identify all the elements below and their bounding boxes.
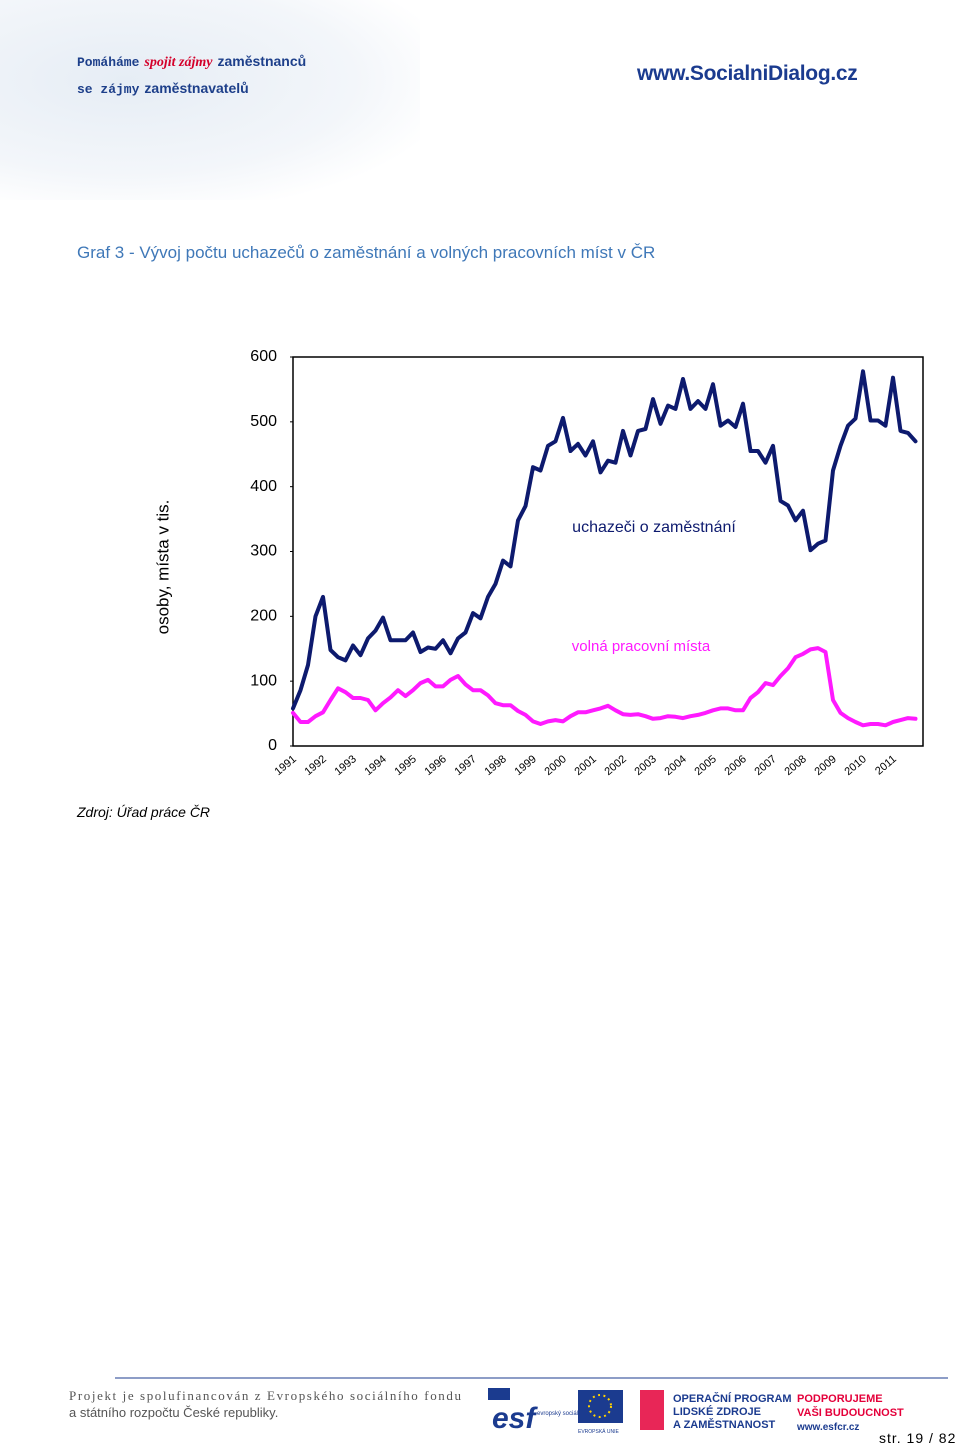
op-logo	[640, 1390, 664, 1430]
x-tick-label: 2003	[632, 753, 658, 778]
x-tick-label: 1992	[302, 753, 328, 778]
x-tick-label: 2001	[572, 753, 598, 778]
footer-graphics: esf evropský sociální fond v ČR EVROPSKÁ…	[115, 1377, 948, 1435]
y-tick-label: 600	[250, 348, 277, 365]
logo-text: LIDSKÉ ZDROJE	[673, 1405, 761, 1418]
footer-text: a státního rozpočtu České republiky.	[69, 1405, 279, 1420]
logo-text: evropský sociální fond v ČR	[537, 1410, 612, 1417]
x-tick-label: 2007	[752, 753, 778, 778]
series-line	[291, 646, 918, 728]
tagline-text: se zájmy	[77, 82, 140, 97]
x-tick-label: 2009	[812, 753, 838, 778]
logo-shape	[488, 1388, 510, 1400]
logo-text: VAŠI BUDOUCNOST	[797, 1406, 904, 1419]
eu-stars	[588, 1394, 612, 1418]
logo-text: OPERAČNÍ PROGRAM	[673, 1392, 792, 1405]
logo-text: A ZAMĚSTNANOST	[673, 1418, 776, 1431]
header-background	[0, 0, 420, 200]
x-tick-label: 2011	[873, 753, 899, 777]
footer-text: Projekt je spolufinancován z Evropského …	[69, 1388, 463, 1403]
logo-text: esf	[492, 1402, 538, 1435]
x-tick-label: 2000	[542, 753, 568, 778]
logo-text: PODPORUJEME	[797, 1393, 883, 1405]
x-tick-label: 2006	[722, 753, 748, 778]
y-axis-label: osoby, místa v tis.	[153, 500, 172, 635]
tagline-text: Pomáháme	[77, 55, 140, 70]
x-tick-label: 2010	[842, 753, 868, 778]
website[interactable]: www.SocialniDialog.cz	[637, 62, 858, 85]
tagline-text: spojit zájmy	[144, 55, 213, 70]
logo-text: www.esfcr.cz	[796, 1422, 859, 1433]
series-label: volná pracovní místa	[571, 638, 711, 655]
x-tick-label: 2008	[782, 753, 808, 778]
tagline: Pomáháme spojit zájmy zaměstnanců	[77, 53, 306, 71]
y-tick-label: 500	[250, 413, 277, 430]
chart-title: Graf 3 - Vývoj počtu uchazečů o zaměstná…	[77, 243, 656, 262]
x-tick-label: 1997	[452, 753, 478, 778]
chart: osoby, místa v tis. 0 100 200 300 400 500 600 1…	[153, 348, 924, 778]
eu-flag	[578, 1390, 623, 1423]
y-tick-label: 0	[268, 737, 277, 754]
series-line	[291, 369, 918, 711]
x-tick-label: 1998	[482, 753, 508, 778]
x-tick-label: 1994	[362, 753, 388, 778]
x-tick-label: 1991	[272, 753, 298, 778]
y-tick-label: 100	[250, 672, 277, 689]
page-number: str. 19 / 82	[879, 1430, 957, 1446]
tagline-text: zaměstnavatelů	[144, 80, 249, 96]
y-tick-label: 300	[250, 543, 277, 560]
source: Zdroj: Úřad práce ČR	[77, 804, 211, 820]
x-tick-label: 1996	[422, 753, 448, 778]
y-tick-label: 200	[250, 608, 277, 625]
x-tick-label: 2005	[692, 753, 718, 778]
tagline-text: zaměstnanců	[217, 53, 307, 69]
logo-text: EVROPSKÁ UNIE	[578, 1428, 620, 1435]
y-tick-label: 400	[250, 478, 277, 495]
x-tick-label: 1993	[332, 753, 358, 778]
plot-frame	[292, 356, 924, 747]
tagline: se zájmy zaměstnavatelů	[77, 80, 249, 97]
x-tick-label: 2004	[662, 753, 688, 778]
x-tick-label: 1995	[392, 753, 418, 778]
x-tick-label: 2002	[602, 753, 628, 778]
series-label: uchazeči o zaměstnání	[572, 519, 736, 536]
x-tick-label: 1999	[512, 753, 538, 778]
